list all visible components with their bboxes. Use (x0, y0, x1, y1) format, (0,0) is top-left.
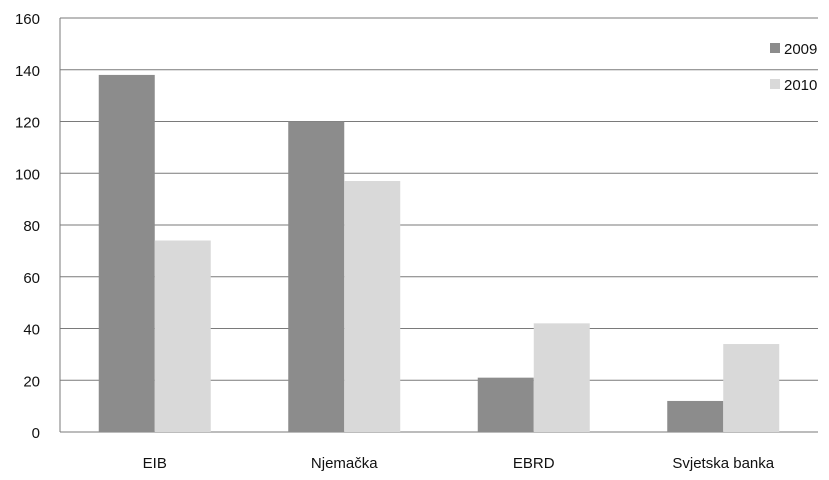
y-tick-label: 60 (23, 270, 40, 287)
bar-2009-0 (98, 74, 155, 433)
bar-2010-0 (154, 240, 211, 432)
bar-2009-2 (477, 377, 534, 432)
bar-2010-1 (344, 181, 401, 432)
legend: 2009 2010 (770, 41, 817, 94)
y-tick-label: 40 (23, 322, 40, 339)
bar-2009-1 (288, 121, 345, 432)
bar-2009-3 (667, 400, 724, 432)
legend-swatch-2010 (770, 79, 780, 89)
y-tick-label: 160 (15, 11, 40, 28)
tick-labels: 0 20 40 60 80 100 120 140 160 EIB Njemačka EBRD Svje… (15, 11, 775, 472)
legend-swatch-2009 (770, 43, 780, 53)
bars (98, 74, 780, 433)
x-tick-label: EBRD (513, 455, 555, 472)
legend-label-2009: 2009 (784, 41, 817, 58)
bar-2010-2 (533, 323, 590, 432)
y-tick-label: 80 (23, 218, 40, 235)
x-tick-label: Svjetska banka (672, 455, 774, 472)
x-tick-label: Njemačka (311, 455, 378, 472)
bar-2010-3 (723, 344, 780, 432)
legend-label-2010: 2010 (784, 77, 817, 94)
y-tick-label: 100 (15, 166, 40, 183)
y-tick-label: 140 (15, 63, 40, 80)
y-tick-label: 0 (32, 425, 40, 442)
y-tick-label: 20 (23, 373, 40, 390)
x-tick-label: EIB (143, 455, 167, 472)
y-tick-label: 120 (15, 115, 40, 132)
